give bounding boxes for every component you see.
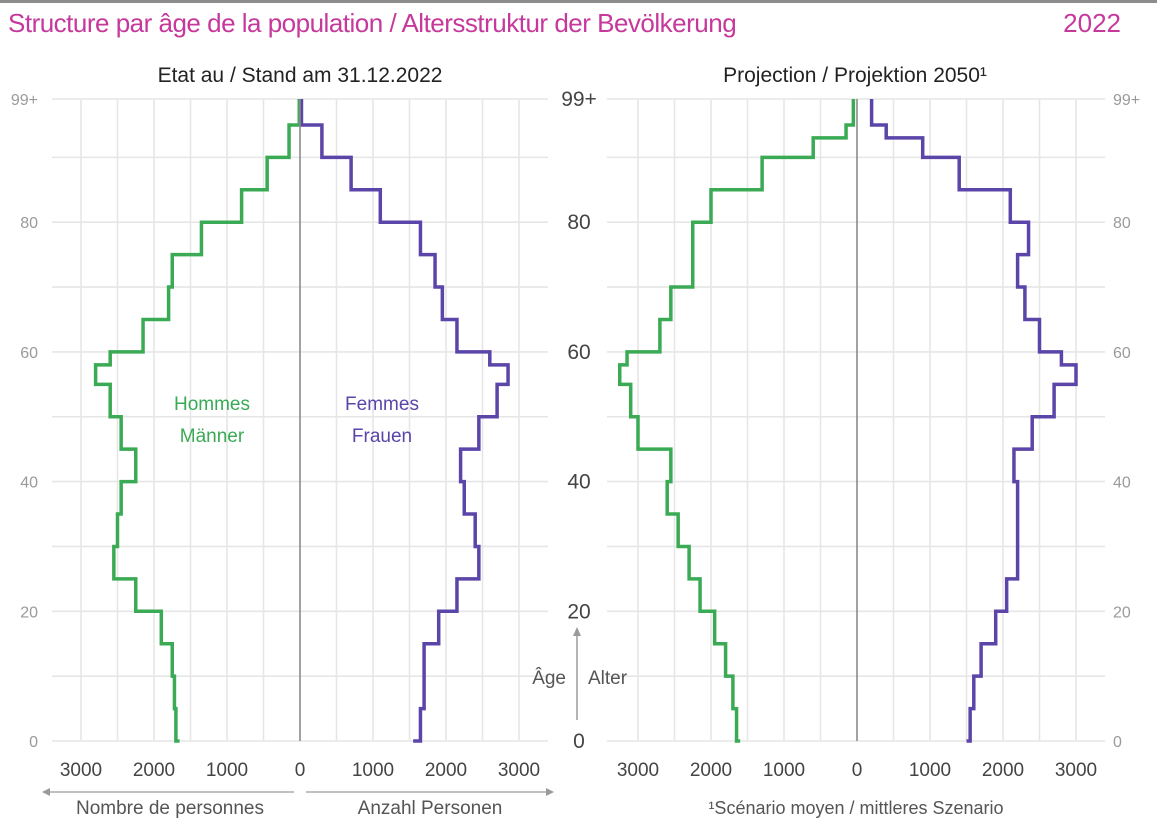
age-tick-center: 0 [573,730,585,753]
age-tick-left: 0 [29,734,38,751]
men-series-line [93,99,302,743]
age-tick-right: 80 [1113,215,1131,232]
men-label-fr: Hommes [174,394,250,415]
count-tick-label: 0 [852,760,863,781]
count-tick-label: 1000 [909,760,951,781]
age-tick-right: 99+ [1113,92,1140,109]
age-tick-right: 20 [1113,604,1131,621]
age-axis-marker: Âge Alter [532,627,628,720]
year-label: 2022 [1063,8,1121,38]
age-tick-right: 0 [1113,734,1122,751]
age-label-fr: Âge [532,667,566,689]
women-label-fr: Femmes [345,394,419,415]
age-tick-left: 40 [20,475,38,492]
count-tick-label: 1000 [763,760,805,781]
count-arrow-right-head [546,788,554,796]
count-tick-label: 2000 [133,760,175,781]
count-label-fr: Nombre de personnes [76,798,264,819]
count-tick-label: 3000 [498,760,540,781]
count-tick-label: 0 [295,760,306,781]
age-tick-left: 60 [20,345,38,362]
right-panel-subtitle: Projection / Projektion 2050¹ [723,64,987,87]
age-tick-center: 20 [567,600,590,623]
count-tick-label: 1000 [206,760,248,781]
count-tick-label: 3000 [60,760,102,781]
age-label-de: Alter [588,668,628,689]
right-grid [607,98,1105,742]
men-label-de: Männer [180,426,245,447]
age-tick-center: 60 [567,341,590,364]
count-tick-label: 2000 [982,760,1024,781]
count-tick-label: 3000 [1055,760,1097,781]
count-tick-label: 3000 [617,760,659,781]
axis-layer: 3000 2000 1000 0 1000 2000 3000 3000 2000 1000 0 10… [11,88,1140,781]
women-series-line [869,99,1078,743]
count-axis-legend: Nombre de personnes Anzahl Personen [42,788,554,819]
count-arrow-left-head [42,788,50,796]
age-axis-arrowhead [573,627,581,636]
count-label-de: Anzahl Personen [358,798,503,819]
age-tick-left: 80 [20,215,38,232]
men-series-line [618,99,856,743]
page-title: Structure par âge de la population / Alt… [8,8,737,38]
series-layer [93,99,1078,743]
count-tick-label: 2000 [425,760,467,781]
age-tick-right: 60 [1113,345,1131,362]
women-series-line [299,99,510,743]
age-tick-center: 80 [567,211,590,234]
age-tick-center: 99+ [561,88,597,111]
age-tick-left: 20 [20,604,38,621]
count-tick-label: 1000 [352,760,394,781]
top-rule [0,0,1157,3]
projection-footnote: ¹Scénario moyen / mittleres Szenario [708,798,1003,818]
left-panel-subtitle: Etat au / Stand am 31.12.2022 [158,64,443,87]
age-tick-left: 99+ [11,92,38,109]
count-tick-label: 2000 [690,760,732,781]
age-tick-right: 40 [1113,475,1131,492]
women-label-de: Frauen [352,426,412,447]
age-tick-center: 40 [567,471,590,494]
